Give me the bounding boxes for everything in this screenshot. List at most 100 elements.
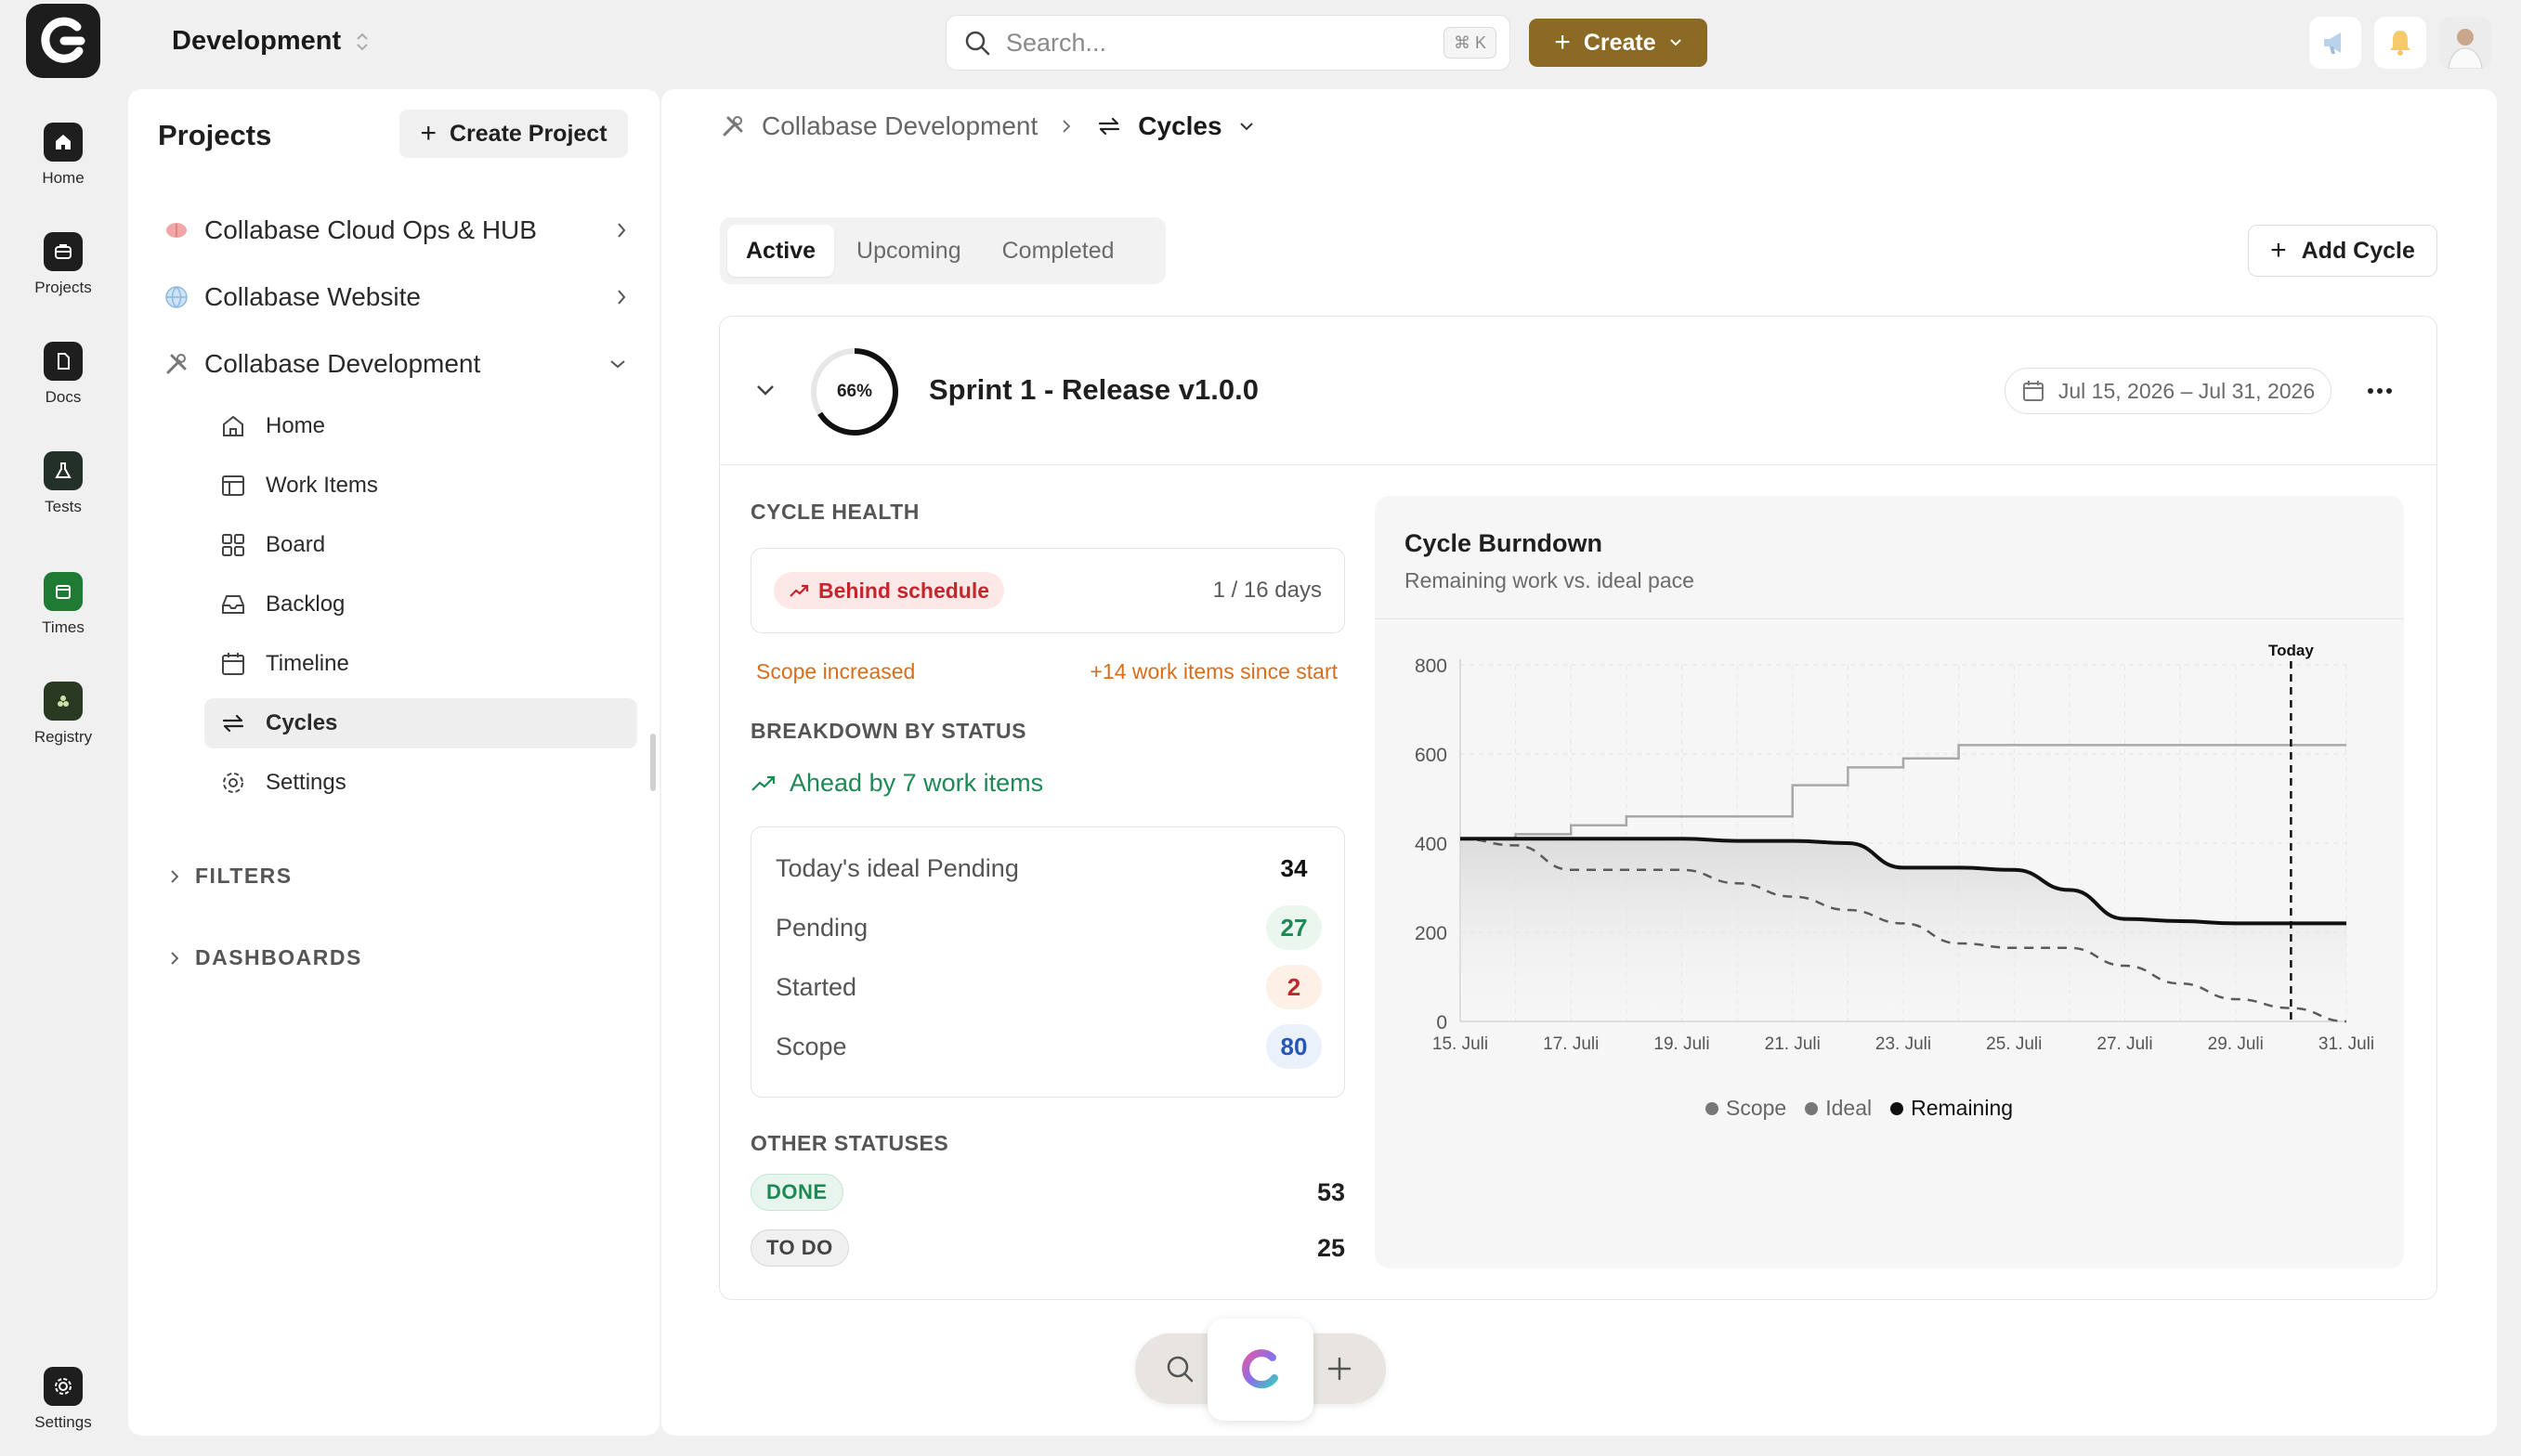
app-logo[interactable]	[26, 4, 100, 78]
x-tick-label: 15. Juli	[1432, 1034, 1488, 1054]
more-options-button[interactable]	[2363, 375, 2397, 407]
legend-item-scope[interactable]: Scope	[1705, 1096, 1786, 1121]
x-tick-label: 17. Juli	[1543, 1034, 1599, 1054]
chart-title: Cycle Burndown	[1404, 529, 1603, 557]
rail-times[interactable]: Times	[11, 572, 115, 637]
x-tick-label: 23. Juli	[1875, 1034, 1931, 1054]
breadcrumb: Collabase Development Cycles	[719, 111, 1256, 141]
notifications-button[interactable]	[2374, 17, 2426, 69]
cycle-icon	[1099, 117, 1120, 136]
breadcrumb-project[interactable]: Collabase Development	[762, 111, 1038, 140]
breadcrumb-current[interactable]: Cycles	[1138, 111, 1222, 140]
dock-add-button[interactable]	[1323, 1352, 1356, 1385]
y-tick-label: 600	[1415, 745, 1447, 766]
projects-panel	[128, 89, 660, 1436]
dashboards-section[interactable]: DASHBOARDS	[169, 945, 362, 970]
legend-dot	[1890, 1101, 1904, 1115]
rail-docs[interactable]: Docs	[11, 342, 115, 407]
cycle-icon	[222, 714, 244, 733]
stat-value: 27	[1266, 905, 1322, 950]
remaining-area	[1460, 838, 2346, 1021]
dock-assistant-button[interactable]	[1208, 1319, 1313, 1421]
sub-item-board[interactable]: Board	[204, 520, 637, 570]
rail-home[interactable]: Home	[11, 123, 115, 188]
sub-item-work-items[interactable]: Work Items	[204, 461, 637, 511]
search-bar[interactable]: Search... ⌘ K	[946, 15, 1510, 71]
stat-row-pending: Pending 27	[776, 898, 1322, 957]
cycle-name: Sprint 1 - Release v1.0.0	[929, 373, 1259, 406]
sub-item-label: Settings	[266, 770, 346, 795]
workspace-name: Development	[172, 26, 342, 56]
tab-completed[interactable]: Completed	[1001, 237, 1115, 264]
registry-icon	[44, 682, 83, 721]
rail-registry[interactable]: Registry	[11, 682, 115, 747]
series-line-remaining	[1460, 837, 2346, 926]
scope-note: Scope increased	[756, 659, 916, 683]
legend-item-remaining[interactable]: Remaining	[1890, 1096, 2013, 1121]
y-tick-label: 800	[1415, 656, 1447, 677]
project-name: Collabase Website	[204, 282, 421, 311]
add-cycle-label: Add Cycle	[2301, 237, 2415, 264]
create-project-button[interactable]: + Create Project	[399, 110, 628, 158]
project-name: Collabase Cloud Ops & HUB	[204, 215, 537, 244]
status-chip-todo: TO DO	[751, 1229, 849, 1267]
announcements-button[interactable]	[2309, 17, 2361, 69]
breakdown-heading: BREAKDOWN BY STATUS	[751, 719, 1026, 743]
search-input[interactable]: Search...	[1006, 28, 1107, 57]
series-line-ideal	[1459, 837, 2347, 1023]
project-item-website[interactable]: Collabase Website	[163, 271, 628, 323]
chevron-right-icon	[1063, 120, 1071, 133]
sub-item-home[interactable]: Home	[204, 401, 637, 451]
tab-upcoming[interactable]: Upcoming	[856, 237, 961, 264]
status-count: 53	[1316, 1177, 1345, 1206]
megaphone-icon	[2324, 32, 2341, 54]
sub-item-label: Home	[266, 413, 326, 438]
sub-item-backlog[interactable]: Backlog	[204, 579, 637, 630]
workspace-switcher[interactable]: Development	[172, 26, 371, 57]
rail-projects[interactable]: Projects	[11, 232, 115, 297]
legend-item-ideal[interactable]: Ideal	[1805, 1096, 1872, 1121]
sub-item-label: Work Items	[266, 473, 378, 498]
rail-tests[interactable]: Tests	[11, 451, 115, 516]
calendar-outline-icon	[2022, 381, 2044, 401]
tab-active[interactable]: Active	[727, 225, 835, 277]
plus-icon: +	[420, 118, 437, 149]
filters-section[interactable]: FILTERS	[169, 864, 293, 889]
chevron-down-icon	[610, 360, 625, 369]
project-name: Collabase Development	[204, 349, 481, 378]
project-item-cloud-ops[interactable]: Collabase Cloud Ops & HUB	[163, 204, 628, 256]
project-item-development[interactable]: Collabase Development	[163, 338, 628, 390]
chevron-right-icon	[618, 223, 626, 238]
rail-settings[interactable]: Settings	[11, 1367, 115, 1432]
progress-arc	[811, 348, 898, 436]
stat-label: Today's ideal Pending	[776, 853, 1019, 882]
sub-item-settings[interactable]: Settings	[204, 758, 637, 808]
gear-outline-icon	[223, 773, 243, 793]
health-box: Behind schedule 1 / 16 days	[751, 548, 1345, 633]
panel-scrollbar[interactable]	[650, 734, 656, 791]
other-row-done: DONE 53	[751, 1174, 1345, 1211]
home-icon	[44, 123, 83, 162]
table-icon	[222, 475, 244, 496]
avatar[interactable]	[2439, 17, 2491, 69]
collapse-toggle[interactable]	[752, 379, 778, 401]
cycle-health-heading: CYCLE HEALTH	[751, 500, 920, 524]
sub-item-cycles[interactable]: Cycles	[204, 698, 637, 748]
chevron-updown-icon	[357, 32, 368, 50]
sub-item-timeline[interactable]: Timeline	[204, 639, 637, 689]
search-icon	[965, 31, 990, 56]
stat-label: Scope	[776, 1032, 847, 1060]
dock-search-button[interactable]	[1163, 1352, 1196, 1385]
x-tick-label: 21. Juli	[1765, 1034, 1821, 1054]
create-button[interactable]: + Create	[1529, 19, 1707, 67]
add-cycle-button[interactable]: + Add Cycle	[2248, 225, 2437, 277]
x-tick-label: 25. Juli	[1986, 1034, 2042, 1054]
status-count: 25	[1316, 1233, 1345, 1262]
projects-title: Projects	[158, 119, 272, 151]
y-tick-label: 0	[1436, 1012, 1447, 1034]
assistant-logo-icon	[1242, 1349, 1278, 1389]
y-tick-label: 400	[1415, 834, 1447, 855]
search-shortcut: ⌘ K	[1443, 27, 1496, 58]
calendar-outline-icon	[222, 653, 244, 675]
cycle-date-range[interactable]: Jul 15, 2026 – Jul 31, 2026	[2005, 368, 2332, 414]
